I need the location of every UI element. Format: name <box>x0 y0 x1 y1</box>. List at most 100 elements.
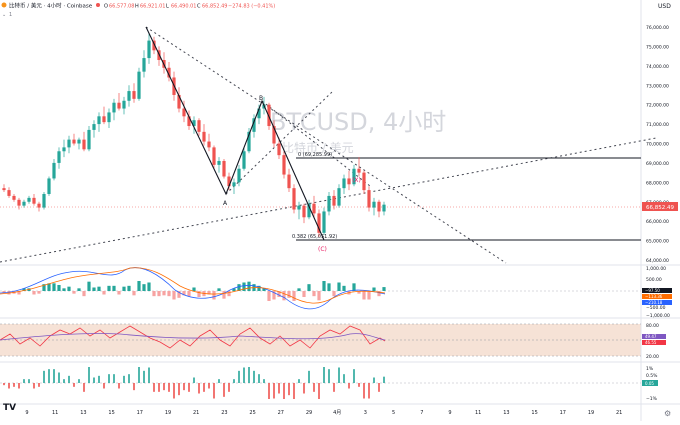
candle-body[interactable] <box>12 195 16 200</box>
candle-body[interactable] <box>97 116 101 125</box>
candle-body[interactable] <box>42 193 46 208</box>
macd-bar <box>117 291 121 295</box>
candle-body[interactable] <box>67 139 71 148</box>
descending-trendline[interactable] <box>145 26 507 264</box>
candle-body[interactable] <box>72 139 76 144</box>
candle-body[interactable] <box>222 160 226 177</box>
candle-body[interactable] <box>122 100 126 109</box>
macd-bar <box>57 285 61 291</box>
macd-value-1: −113.36 <box>645 294 663 299</box>
candle-body[interactable] <box>302 205 306 218</box>
osc-bar <box>193 377 195 383</box>
candle-body[interactable] <box>312 203 316 214</box>
candle-body[interactable] <box>132 91 136 99</box>
osc-bar <box>263 379 265 383</box>
candle-body[interactable] <box>177 94 181 109</box>
candle-body[interactable] <box>27 197 31 202</box>
candle-body[interactable] <box>112 102 116 113</box>
ascending-trendline[interactable] <box>0 137 657 263</box>
candle-body[interactable] <box>22 201 26 206</box>
candle-body[interactable] <box>272 126 276 144</box>
macd-bar <box>367 291 371 300</box>
wave-structure-line[interactable] <box>145 26 325 241</box>
candle-body[interactable] <box>337 188 341 206</box>
symbol-title[interactable]: 比特币 / 美元 · 4小时 · Coinbase <box>9 2 93 10</box>
candle-body[interactable] <box>237 168 241 183</box>
high-value: 66,921.01 <box>140 4 165 10</box>
candle-body[interactable] <box>247 131 251 152</box>
time-axis[interactable]: 9 11 13 15 17 19 21 23 25 27 29 4月 3 5 7 9 11 13 15 17 19 21 <box>25 410 622 416</box>
candle-body[interactable] <box>377 201 381 212</box>
rsi-axis-label-80: 80.00 <box>646 323 659 329</box>
candle-body[interactable] <box>37 203 41 208</box>
candle-body[interactable] <box>207 141 211 148</box>
candle-body[interactable] <box>137 71 141 99</box>
candle-body[interactable] <box>322 211 326 233</box>
candle-body[interactable] <box>347 178 351 185</box>
candle-body[interactable] <box>287 174 291 189</box>
candle-body[interactable] <box>2 188 6 191</box>
candle-body[interactable] <box>292 188 296 210</box>
candle-body[interactable] <box>57 151 61 163</box>
low-label: L <box>166 4 169 10</box>
candle-body[interactable] <box>62 147 66 152</box>
candlestick-series[interactable] <box>2 32 386 237</box>
time-axis-label: 29 <box>306 410 312 416</box>
candle-body[interactable] <box>277 143 281 156</box>
indicator-count[interactable]: 1 <box>9 12 12 18</box>
candle-body[interactable] <box>197 120 201 132</box>
candle-body[interactable] <box>87 129 91 150</box>
candle-body[interactable] <box>117 102 121 109</box>
candle-body[interactable] <box>382 204 386 212</box>
gear-icon[interactable]: ⚙ <box>664 409 671 418</box>
candle-body[interactable] <box>257 108 261 119</box>
candle-body[interactable] <box>362 172 366 191</box>
candle-body[interactable] <box>352 168 356 185</box>
candle-body[interactable] <box>192 120 196 127</box>
candle-body[interactable] <box>82 139 86 150</box>
candle-body[interactable] <box>52 162 56 179</box>
candle-body[interactable] <box>232 182 236 187</box>
candle-body[interactable] <box>217 160 221 165</box>
candle-body[interactable] <box>242 151 246 169</box>
candle-body[interactable] <box>107 112 111 123</box>
candle-body[interactable] <box>92 124 96 130</box>
candle-body[interactable] <box>332 195 336 206</box>
candle-body[interactable] <box>212 147 216 165</box>
candle-body[interactable] <box>77 139 81 144</box>
candle-body[interactable] <box>372 201 376 208</box>
candle-body[interactable] <box>202 131 206 142</box>
candle-body[interactable] <box>297 205 301 210</box>
candle-body[interactable] <box>317 213 321 233</box>
candle-body[interactable] <box>142 58 146 72</box>
candle-body[interactable] <box>227 176 231 187</box>
osc-bar <box>283 383 285 399</box>
candle-body[interactable] <box>147 40 151 59</box>
candle-body[interactable] <box>282 155 286 175</box>
candle-body[interactable] <box>7 190 11 196</box>
chevron-down-icon[interactable]: ⌄ <box>2 12 6 18</box>
candle-body[interactable] <box>102 116 106 123</box>
time-axis-label: 21 <box>616 410 622 416</box>
candle-body[interactable] <box>307 203 311 218</box>
candle-body[interactable] <box>252 118 256 132</box>
candle-body[interactable] <box>17 199 21 206</box>
candle-body[interactable] <box>367 190 371 208</box>
candle-body[interactable] <box>167 67 171 78</box>
candle-body[interactable] <box>182 108 186 117</box>
candle-body[interactable] <box>152 40 156 51</box>
time-axis-label: 5 <box>392 410 395 416</box>
candle-body[interactable] <box>47 178 51 194</box>
candle-body[interactable] <box>32 197 36 204</box>
currency-label[interactable]: USD <box>658 3 671 10</box>
candle-body[interactable] <box>342 178 346 189</box>
time-axis-label: 13 <box>503 410 509 416</box>
candle-body[interactable] <box>357 168 361 173</box>
osc-axis-label-0: 1% <box>646 366 654 372</box>
candle-body[interactable] <box>127 91 131 101</box>
candle-body[interactable] <box>327 195 331 212</box>
candle-body[interactable] <box>187 116 191 127</box>
osc-bar <box>28 379 30 383</box>
